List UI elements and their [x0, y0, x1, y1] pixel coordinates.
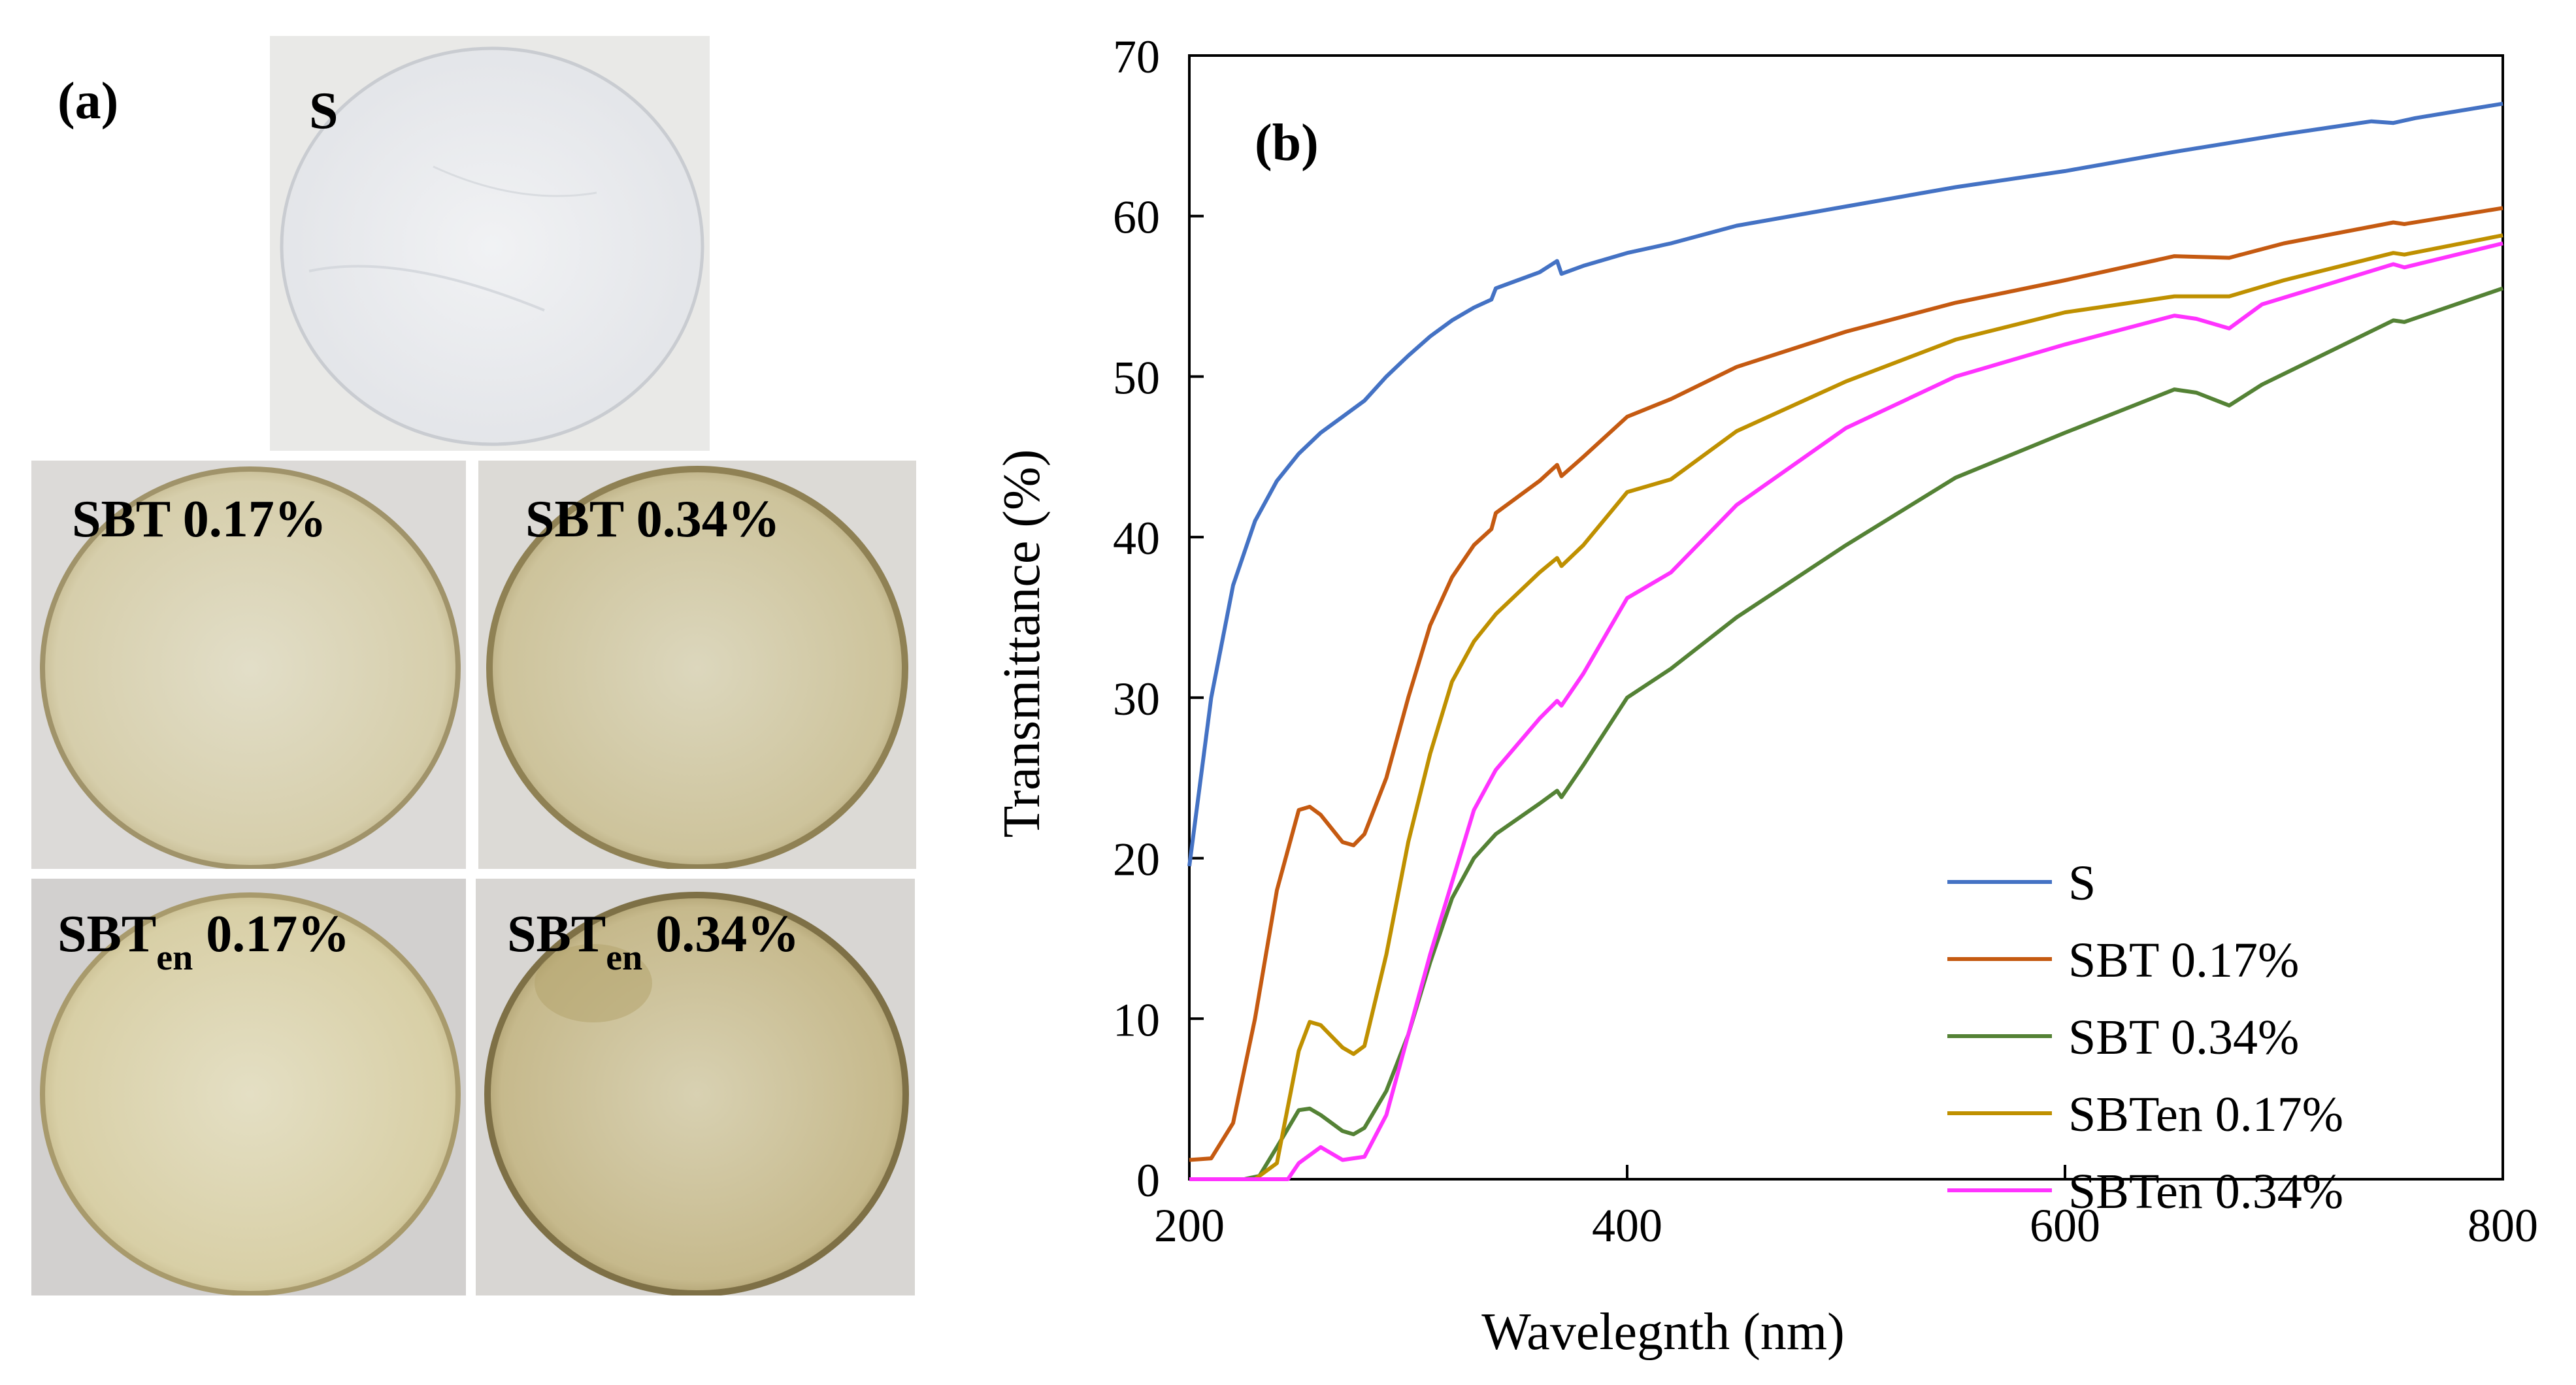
y-tick-label: 70: [1113, 31, 1160, 83]
y-tick-label: 20: [1113, 834, 1160, 886]
x-tick-label: 800: [2468, 1199, 2538, 1252]
film-photo-sbten-034: SBTen 0.34%: [476, 879, 915, 1295]
series-line-sbt-0-17-: [1189, 206, 2503, 1162]
film-label-sbten-017-name: SBT: [58, 905, 157, 963]
film-photo-sbten-017-image: [31, 879, 466, 1295]
y-tick-label: 10: [1113, 994, 1160, 1046]
film-label-sbt-034: SBT 0.34%: [525, 491, 780, 548]
film-photo-s: S: [270, 36, 710, 451]
legend-label-sbten-0-34-: SBTen 0.34%: [2068, 1164, 2343, 1219]
x-tick-label: 400: [1592, 1199, 1662, 1252]
chart-legend: S SBT 0.17% SBT 0.34% SBTen 0.17% SBTen 0.34…: [1947, 856, 2343, 1219]
y-tick-label: 60: [1113, 191, 1160, 244]
y-tick-label: 50: [1113, 351, 1160, 404]
film-label-sbten-017-sub: en: [156, 937, 193, 978]
y-tick-label: 0: [1136, 1154, 1160, 1207]
series-line-sbten-0-34-: [1189, 241, 2503, 1181]
y-tick-label: 40: [1113, 512, 1160, 564]
x-axis-label: Wavelegnth (nm): [1481, 1303, 1845, 1361]
panel-a-label: (a): [58, 73, 119, 130]
legend-label-sbt-0-17-: SBT 0.17%: [2068, 933, 2299, 988]
film-label-sbten-017-suffix: 0.17%: [193, 905, 350, 963]
film-label-sbt-017: SBT 0.17%: [72, 491, 327, 548]
film-label-sbten-034-sub: en: [606, 937, 643, 978]
film-label-sbten-017: SBTen 0.17%: [58, 905, 350, 976]
legend-label-sbten-0-17-: SBTen 0.17%: [2068, 1087, 2343, 1142]
series-line-sbt-0-34-: [1189, 286, 2503, 1181]
x-tick-label: 600: [2030, 1199, 2100, 1252]
legend-label-sbt-0-34-: SBT 0.34%: [2068, 1010, 2299, 1065]
chart-series: [1187, 101, 2503, 1181]
plot-frame: [1188, 54, 2504, 1181]
film-photo-sbt-017: SBT 0.17%: [31, 461, 466, 869]
film-label-sbten-034-suffix: 0.34%: [642, 905, 800, 963]
panel-a: (a) S: [0, 0, 928, 1385]
chart-panel-label: (b): [1255, 114, 1319, 172]
film-label-sbten-034-name: SBT: [507, 905, 606, 963]
y-axis-label: Transmittance (%): [993, 449, 1051, 838]
film-photo-sbt-017-image: [31, 461, 466, 869]
y-tick-label: 30: [1113, 673, 1160, 725]
chart-axes: 0 10 20 30 40 50 60 70 200 400 600 800: [1113, 31, 2538, 1252]
film-photo-sbten-034-image: [476, 879, 915, 1295]
film-photo-sbt-034-image: [478, 461, 916, 869]
film-photo-s-image: [270, 36, 710, 451]
series-line-s: [1187, 101, 2503, 867]
film-photo-sbt-034: SBT 0.34%: [478, 461, 916, 869]
film-label-sbten-034: SBTen 0.34%: [507, 905, 800, 976]
film-photo-sbten-017: SBTen 0.17%: [31, 879, 466, 1295]
film-label-s: S: [309, 82, 339, 140]
x-tick-label: 200: [1154, 1199, 1225, 1252]
legend-label-s: S: [2068, 856, 2096, 911]
series-line-sbten-0-17-: [1189, 233, 2503, 1181]
transmittance-chart: 0 10 20 30 40 50 60 70 200 400 600 800 S SBT 0.17% SB…: [993, 31, 2538, 1361]
